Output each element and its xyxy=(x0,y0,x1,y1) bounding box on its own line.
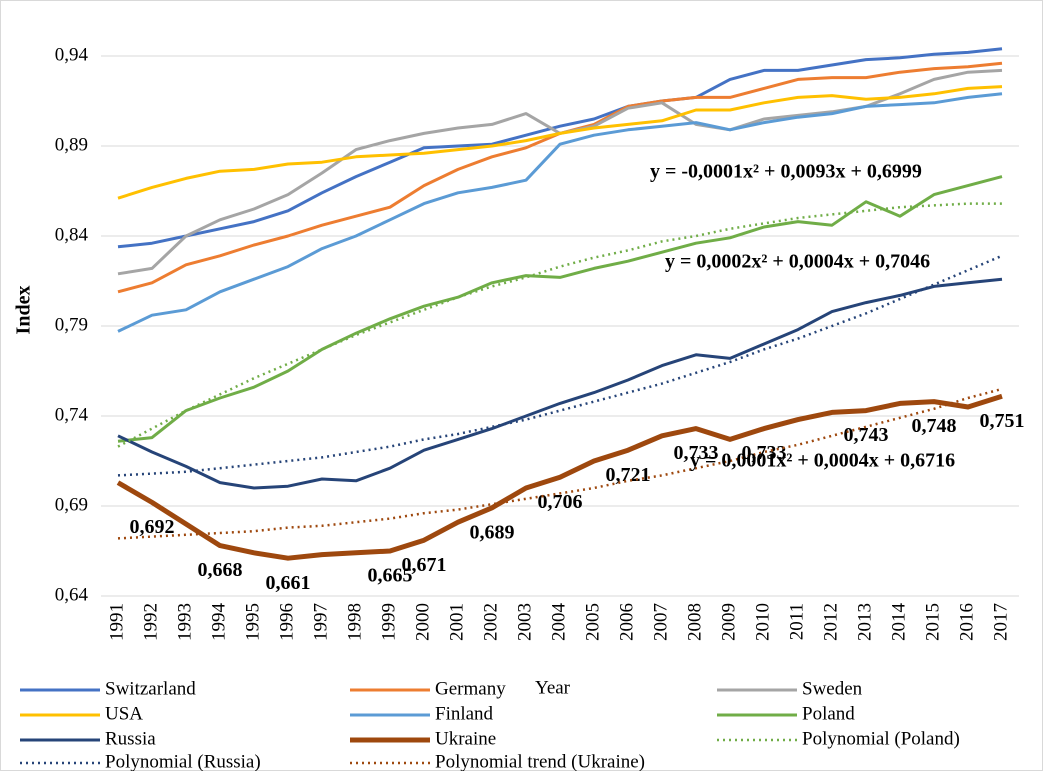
x-tick-label: 1996 xyxy=(276,603,297,641)
x-tick-label: 2001 xyxy=(446,603,467,641)
data-label: 0,748 xyxy=(912,415,957,437)
data-label: 0,692 xyxy=(130,516,175,538)
legend-label: Germany xyxy=(435,678,506,699)
y-axis-title: Index xyxy=(13,286,35,335)
series-line xyxy=(117,175,1003,443)
x-tick-label: 2004 xyxy=(548,603,569,642)
x-tick-label: 1997 xyxy=(310,603,331,641)
series-line xyxy=(116,393,1003,561)
x-tick-label: 2011 xyxy=(786,603,807,640)
series-line xyxy=(117,85,1003,200)
x-tick-label: 2002 xyxy=(480,603,501,641)
x-tick-label: 2013 xyxy=(854,603,875,641)
data-label: 0,751 xyxy=(980,410,1025,432)
x-tick-label: 2017 xyxy=(990,603,1011,641)
x-tick-label: 1998 xyxy=(344,603,365,641)
legend-label: Polynomial (Russia) xyxy=(105,751,261,771)
x-tick-label: 1992 xyxy=(140,603,161,641)
x-tick-label: 2005 xyxy=(582,603,603,641)
x-tick-label: 2006 xyxy=(616,603,637,641)
legend-label: Polynomial trend (Ukraine) xyxy=(435,751,645,771)
legend-label: Ukraine xyxy=(435,728,496,749)
data-label: 0,733 xyxy=(674,442,719,464)
legend-label: Finland xyxy=(435,703,494,724)
y-tick-label: 0,79 xyxy=(55,314,88,335)
x-tick-label: 1995 xyxy=(242,603,263,641)
x-tick-label: 2015 xyxy=(922,603,943,641)
trend-line xyxy=(117,387,1003,540)
x-tick-label: 2010 xyxy=(752,603,773,641)
series-line xyxy=(117,277,1003,490)
series-line xyxy=(117,47,1003,249)
x-tick-label: 1993 xyxy=(174,603,195,641)
x-tick-label: 2016 xyxy=(956,603,977,641)
legend-label: Russia xyxy=(105,728,156,749)
x-tick-label: 2014 xyxy=(888,603,909,642)
x-tick-label: 2009 xyxy=(718,603,739,641)
x-tick-label: 1999 xyxy=(378,603,399,641)
data-label: 0,668 xyxy=(198,559,243,581)
x-tick-label: 2008 xyxy=(684,603,705,641)
data-label: 0,661 xyxy=(266,572,311,594)
trend-equation: y = 0,0001x² + 0,0004x + 0,6716 xyxy=(690,450,955,472)
x-tick-label: 2007 xyxy=(650,603,671,641)
y-tick-label: 0,89 xyxy=(55,134,88,155)
trend-equation: y = -0,0001x² + 0,0093x + 0,6999 xyxy=(650,161,922,183)
legend-label: Sweden xyxy=(802,678,863,699)
data-label: 0,665 xyxy=(368,565,413,587)
y-tick-label: 0,84 xyxy=(55,224,89,245)
data-label: 0,733 xyxy=(742,442,787,464)
legend-label: Polynomial (Poland) xyxy=(802,728,960,749)
y-tick-label: 0,74 xyxy=(55,404,89,425)
trend-equation: y = 0,0002x² + 0,0004x + 0,7046 xyxy=(665,251,930,273)
x-tick-label: 2003 xyxy=(514,603,535,641)
trend-line xyxy=(117,254,1003,477)
series-line xyxy=(117,92,1003,333)
legend-label: USA xyxy=(105,703,143,724)
legend-label: Switzarland xyxy=(105,678,196,699)
x-tick-label: 1994 xyxy=(208,603,229,642)
legend-label: Poland xyxy=(802,703,855,724)
x-tick-label: 2012 xyxy=(820,603,841,641)
x-tick-label: 2000 xyxy=(412,603,433,641)
y-tick-label: 0,64 xyxy=(55,584,89,605)
y-tick-label: 0,94 xyxy=(55,44,89,65)
x-axis-title: Year xyxy=(535,677,571,698)
data-label: 0,689 xyxy=(470,521,515,543)
data-label: 0,743 xyxy=(844,424,889,446)
data-label: 0,721 xyxy=(606,464,651,486)
x-tick-label: 1991 xyxy=(106,603,127,641)
y-tick-label: 0,69 xyxy=(55,494,88,515)
data-label: 0,671 xyxy=(402,554,447,576)
